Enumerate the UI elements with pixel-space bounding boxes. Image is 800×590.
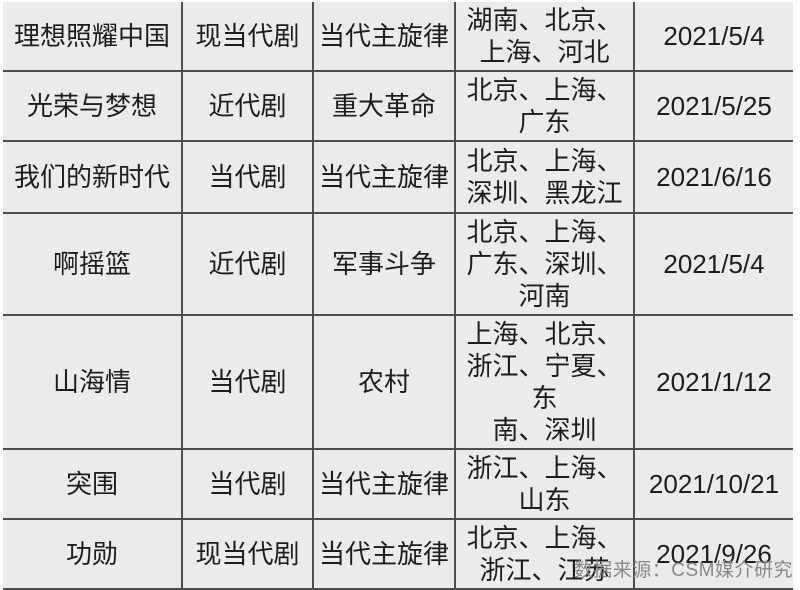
drama-type-cell: 现当代剧 [181, 2, 314, 72]
premiere-date-cell: 2021/5/25 [633, 70, 793, 142]
data-source-note: 数据来源：CSM媒介研究 [573, 560, 793, 581]
drama-title-cell: 突围 [3, 448, 183, 520]
drama-table: 理想照耀中国 现当代剧 当代主旋律 湖南、北京、 上海、河北 2021/5/4 … [3, 2, 793, 590]
premiere-date-cell: 2021/10/21 [633, 448, 793, 520]
drama-type-cell: 当代剧 [181, 448, 314, 520]
theme-cell: 当代主旋律 [312, 448, 456, 520]
theme-cell: 农村 [312, 314, 456, 450]
drama-type-cell: 近代剧 [181, 212, 314, 316]
drama-type-cell: 现当代剧 [181, 518, 314, 590]
table-row: 山海情 当代剧 农村 上海、北京、 浙江、宁夏、东 南、深圳 2021/1/12 [3, 314, 793, 450]
premiere-date-cell: 2021/1/12 [633, 314, 793, 450]
drama-title-cell: 光荣与梦想 [3, 70, 183, 142]
theme-cell: 当代主旋律 [312, 2, 456, 72]
table-row: 啊摇篮 近代剧 军事斗争 北京、上海、 广东、深圳、 河南 2021/5/4 [3, 212, 793, 316]
drama-type-cell: 当代剧 [181, 140, 314, 214]
regions-cell: 浙江、上海、 山东 [454, 448, 635, 520]
regions-cell: 北京、上海、 广东、深圳、 河南 [454, 212, 635, 316]
table-row: 我们的新时代 当代剧 当代主旋律 北京、上海、 深圳、黑龙江 2021/6/16 [3, 140, 793, 214]
drama-type-cell: 近代剧 [181, 70, 314, 142]
regions-cell: 北京、上海、 浙江、江苏 [454, 518, 635, 590]
table-row: 光荣与梦想 近代剧 重大革命 北京、上海、 广东 2021/5/25 [3, 70, 793, 142]
table-row: 功勋 现当代剧 当代主旋律 北京、上海、 浙江、江苏 2021/9/26 [3, 518, 793, 590]
regions-cell: 湖南、北京、 上海、河北 [454, 2, 635, 72]
theme-cell: 当代主旋律 [312, 518, 456, 590]
regions-cell: 北京、上海、 广东 [454, 70, 635, 142]
premiere-date-cell: 2021/5/4 [633, 212, 793, 316]
drama-title-cell: 啊摇篮 [3, 212, 183, 316]
theme-cell: 当代主旋律 [312, 140, 456, 214]
drama-title-cell: 我们的新时代 [3, 140, 183, 214]
theme-cell: 重大革命 [312, 70, 456, 142]
premiere-date-cell: 2021/5/4 [633, 2, 793, 72]
drama-type-cell: 当代剧 [181, 314, 314, 450]
drama-title-cell: 山海情 [3, 314, 183, 450]
premiere-date-cell: 2021/6/16 [633, 140, 793, 214]
drama-title-cell: 功勋 [3, 518, 183, 590]
premiere-date-cell: 2021/9/26 [633, 518, 793, 590]
regions-cell: 北京、上海、 深圳、黑龙江 [454, 140, 635, 214]
theme-cell: 军事斗争 [312, 212, 456, 316]
drama-title-cell: 理想照耀中国 [3, 2, 183, 72]
table-row: 突围 当代剧 当代主旋律 浙江、上海、 山东 2021/10/21 [3, 448, 793, 520]
regions-cell: 上海、北京、 浙江、宁夏、东 南、深圳 [454, 314, 635, 450]
table-row: 理想照耀中国 现当代剧 当代主旋律 湖南、北京、 上海、河北 2021/5/4 [3, 2, 793, 72]
